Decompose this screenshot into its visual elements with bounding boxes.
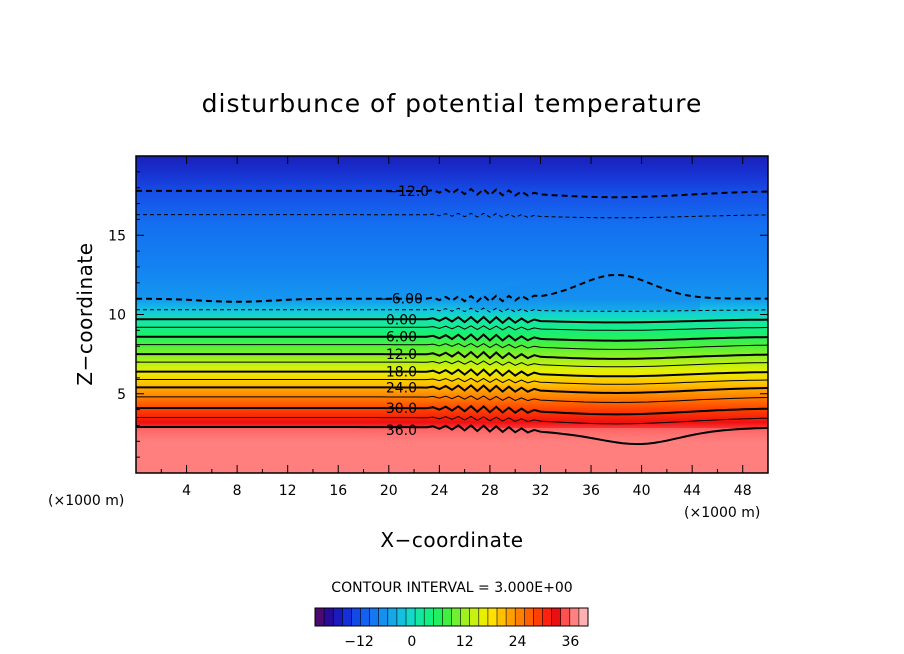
x-tick-label: 48 [734,483,752,499]
colorbar-swatch [433,608,443,626]
colorbar-ticks: −12 0 12 24 36 [344,634,579,650]
contour-line [136,315,768,325]
colorbar-swatch [497,608,507,626]
colorbar-swatch [487,608,498,626]
contour-line [136,360,768,368]
colorbar-tick-label: 24 [509,634,527,650]
colorbar-tick-label: 36 [561,634,579,650]
colorbar-swatch [533,608,543,626]
y-tick-label: 10 [108,308,126,324]
contour-line [136,307,768,313]
contour-line [136,333,768,342]
colorbar [314,607,589,627]
colorbar-tick-label: 12 [456,634,474,650]
contour-line [136,325,768,331]
colorbar-swatch [333,608,343,626]
contour-label: 36.0 [386,423,417,439]
contour-label: 0.00 [386,312,417,328]
x-unit-left: (×1000 m) [48,493,124,509]
contour-line [136,424,768,445]
colorbar-frame [314,607,589,627]
colorbar-swatch [515,608,525,626]
chart-title: disturbunce of potential temperature [202,89,703,118]
contour-line [136,368,768,378]
colorbar-swatch [551,608,562,626]
contour-line [136,384,768,395]
x-axis-title: X−coordinate [380,528,523,552]
x-tick-label: 32 [532,483,550,499]
colorbar-tick-label: 0 [407,634,416,650]
x-unit-right: (×1000 m) [684,505,760,521]
y-tick-label: 5 [117,387,126,403]
y-axis-ticks: 5 10 15 [108,171,768,458]
colorbar-tick-label: −12 [344,634,374,650]
field-fill [136,156,768,473]
colorbar-swatch [569,608,580,626]
x-tick-label: 20 [380,483,398,499]
contour-interval-text: CONTOUR INTERVAL = 3.000E+00 [331,580,572,596]
x-tick-label: 4 [182,483,191,499]
colorbar-swatch [378,608,389,626]
colorbar-swatch [369,608,380,626]
x-tick-label: 44 [683,483,701,499]
contour-line [136,342,768,350]
field-bottom [136,428,768,473]
colorbar-swatch [351,608,361,626]
colorbar-swatch [315,608,325,626]
colorbar-swatch [506,608,516,626]
colorbar-swatch [424,608,434,626]
colorbar-swatch [469,608,480,626]
contour-line [136,187,768,199]
contour-line [136,415,768,425]
contour-line [136,377,768,385]
colorbar-swatch [396,608,407,626]
colorbar-swatch [460,608,471,626]
x-axis-ticks: 4 8 12 16 20 24 28 32 36 40 44 48 [160,156,752,499]
contour-label: −6.00 [380,292,423,308]
x-tick-label: 24 [430,483,448,499]
colorbar-swatch [524,608,534,626]
colorbar-swatch [578,608,589,626]
colorbar-swatch [387,608,398,626]
contour-line [136,395,768,404]
contour-line [136,350,768,360]
contour-line [136,212,768,219]
colorbar-swatch [451,608,462,626]
colorbar-swatch [406,608,416,626]
x-tick-label: 12 [279,483,297,499]
x-tick-label: 36 [582,483,600,499]
y-axis-title: Z−coordinate [73,242,97,385]
y-tick-label: 15 [108,228,126,244]
contour-label: 30.0 [386,401,417,417]
colorbar-swatch [442,608,452,626]
colorbar-swatch [342,608,352,626]
contour-label: −12.0 [386,184,429,200]
colorbar-swatch [415,608,425,626]
contour-line [136,404,768,416]
x-tick-label: 28 [481,483,499,499]
colorbar-swatch [324,608,334,626]
x-tick-label: 16 [329,483,347,499]
colorbar-swatch [478,608,489,626]
x-tick-label: 40 [633,483,651,499]
contour-label: 24.0 [386,380,417,396]
contour-lines [136,187,768,445]
colorbar-swatch [560,608,571,626]
colorbar-swatch [360,608,371,626]
contour-label: 12.0 [386,347,417,363]
colorbar-swatch [542,608,553,626]
contour-line [136,273,768,303]
contour-label: 18.0 [386,365,417,381]
x-tick-label: 8 [233,483,242,499]
contour-label: 6.00 [386,330,417,346]
